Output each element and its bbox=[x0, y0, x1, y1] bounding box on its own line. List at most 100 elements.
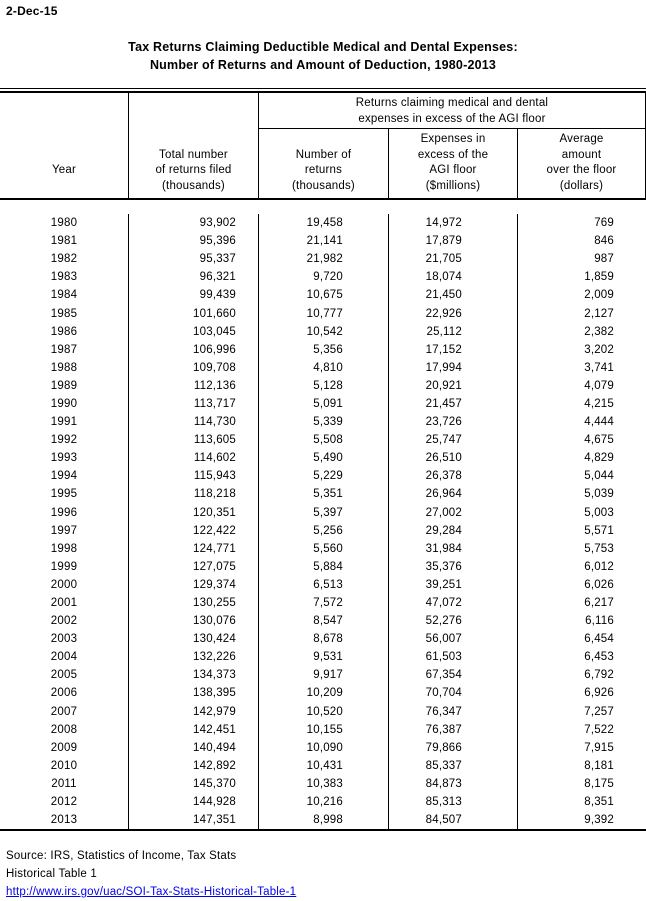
table-row: 1992 113,605 5,508 25,747 4,675 bbox=[0, 431, 646, 450]
cell-total-returns: 134,373 bbox=[128, 666, 258, 685]
cell-average-amount: 6,454 bbox=[517, 630, 646, 649]
data-table: Year Total number of returns filed (thou… bbox=[0, 88, 646, 831]
table-row: 1993 114,602 5,490 26,510 4,829 bbox=[0, 449, 646, 468]
cell-claim-returns: 5,091 bbox=[258, 394, 388, 414]
cell-total-returns: 132,226 bbox=[128, 648, 258, 667]
cell-total-returns: 95,396 bbox=[128, 232, 258, 251]
cell-average-amount: 6,792 bbox=[517, 666, 646, 685]
cell-average-amount: 7,257 bbox=[517, 702, 646, 721]
table-row: 2008 142,451 10,155 76,387 7,522 bbox=[0, 720, 646, 739]
cell-average-amount: 7,915 bbox=[517, 738, 646, 757]
table-row: 1985 101,660 10,777 22,926 2,127 bbox=[0, 304, 646, 323]
cell-average-amount: 6,926 bbox=[517, 684, 646, 703]
cell-average-amount: 2,009 bbox=[517, 286, 646, 305]
cell-excess-expenses: 22,926 bbox=[388, 304, 517, 323]
cell-average-amount: 2,382 bbox=[517, 322, 646, 341]
cell-year: 1992 bbox=[50, 434, 78, 447]
cell-year: 2000 bbox=[50, 578, 78, 591]
footer-link[interactable]: http://www.irs.gov/uac/SOI-Tax-Stats-His… bbox=[6, 886, 297, 898]
cell-total-returns: 144,928 bbox=[128, 793, 258, 812]
cell-claim-returns: 10,777 bbox=[258, 304, 388, 323]
cell-claim-returns: 4,810 bbox=[258, 358, 388, 377]
cell-claim-returns: 8,678 bbox=[258, 630, 388, 649]
cell-excess-expenses: 26,964 bbox=[388, 485, 517, 504]
cell-total-returns: 124,771 bbox=[128, 539, 258, 558]
cell-average-amount: 6,116 bbox=[517, 612, 646, 631]
cell-excess-expenses: 84,507 bbox=[388, 811, 517, 830]
table-row: 1999 127,075 5,884 35,376 6,012 bbox=[0, 557, 646, 576]
cell-claim-returns: 10,542 bbox=[258, 322, 388, 341]
table-row: 1998 124,771 5,560 31,984 5,753 bbox=[0, 539, 646, 558]
cell-excess-expenses: 79,866 bbox=[388, 738, 517, 757]
cell-year: 1994 bbox=[50, 470, 78, 483]
cell-excess-expenses: 21,450 bbox=[388, 286, 517, 305]
cell-excess-expenses: 21,705 bbox=[388, 250, 517, 269]
cell-excess-expenses: 52,276 bbox=[388, 612, 517, 631]
page-title: Tax Returns Claiming Deductible Medical … bbox=[0, 38, 646, 74]
cell-average-amount: 6,453 bbox=[517, 648, 646, 667]
cell-claim-returns: 10,675 bbox=[258, 286, 388, 305]
cell-excess-expenses: 27,002 bbox=[388, 503, 517, 522]
cell-year: 2013 bbox=[50, 814, 78, 827]
column-header-year: Year bbox=[0, 93, 128, 198]
cell-year: 1998 bbox=[50, 542, 78, 555]
table-row: 2009 140,494 10,090 79,866 7,915 bbox=[0, 738, 646, 757]
cell-excess-expenses: 76,387 bbox=[388, 720, 517, 739]
table-row: 2000 129,374 6,513 39,251 6,026 bbox=[0, 575, 646, 594]
cell-year: 2012 bbox=[50, 796, 78, 809]
cell-average-amount: 846 bbox=[517, 232, 646, 251]
cell-average-amount: 3,741 bbox=[517, 358, 646, 377]
cell-excess-expenses: 76,347 bbox=[388, 702, 517, 721]
cell-total-returns: 96,321 bbox=[128, 268, 258, 287]
cell-excess-expenses: 17,152 bbox=[388, 340, 517, 359]
table-row: 1990 113,717 5,091 21,457 4,215 bbox=[0, 394, 646, 414]
cell-excess-expenses: 85,313 bbox=[388, 793, 517, 812]
column-header-year-label: Year bbox=[51, 163, 77, 176]
cell-year: 1987 bbox=[50, 343, 78, 356]
cell-year: 1997 bbox=[50, 524, 78, 537]
cell-excess-expenses: 56,007 bbox=[388, 630, 517, 649]
cell-year: 1988 bbox=[50, 361, 78, 374]
cell-claim-returns: 5,256 bbox=[258, 521, 388, 540]
cell-claim-returns: 10,090 bbox=[258, 738, 388, 757]
cell-claim-returns: 10,155 bbox=[258, 720, 388, 739]
cell-average-amount: 987 bbox=[517, 250, 646, 269]
column-header-number-of-returns: Number of returns (thousands) bbox=[258, 129, 388, 198]
cell-total-returns: 99,439 bbox=[128, 286, 258, 305]
cell-average-amount: 4,215 bbox=[517, 394, 646, 414]
cell-year: 2010 bbox=[50, 759, 78, 772]
cell-claim-returns: 5,339 bbox=[258, 413, 388, 432]
table-row: 2010 142,892 10,431 85,337 8,181 bbox=[0, 756, 646, 775]
cell-total-returns: 113,605 bbox=[128, 431, 258, 450]
table-row: 1989 112,136 5,128 20,921 4,079 bbox=[0, 376, 646, 395]
cell-excess-expenses: 31,984 bbox=[388, 539, 517, 558]
cell-average-amount: 6,217 bbox=[517, 593, 646, 613]
cell-total-returns: 122,422 bbox=[128, 521, 258, 540]
cell-claim-returns: 21,982 bbox=[258, 250, 388, 269]
cell-excess-expenses: 20,921 bbox=[388, 376, 517, 395]
cell-claim-returns: 9,720 bbox=[258, 268, 388, 287]
cell-average-amount: 3,202 bbox=[517, 340, 646, 359]
table-row: 2011 145,370 10,383 84,873 8,175 bbox=[0, 774, 646, 793]
table-row: 1982 95,337 21,982 21,705 987 bbox=[0, 250, 646, 269]
cell-claim-returns: 5,560 bbox=[258, 539, 388, 558]
column-header-average: Average amount over the floor (dollars) bbox=[517, 129, 646, 198]
cell-year: 2004 bbox=[50, 651, 78, 664]
cell-year: 1984 bbox=[50, 289, 78, 302]
cell-claim-returns: 5,884 bbox=[258, 557, 388, 576]
cell-total-returns: 130,424 bbox=[128, 630, 258, 649]
cell-average-amount: 8,351 bbox=[517, 793, 646, 812]
cell-year: 1986 bbox=[50, 325, 78, 338]
cell-year: 2011 bbox=[51, 777, 77, 790]
cell-year: 1993 bbox=[50, 452, 78, 465]
column-header-total-returns: Total number of returns filed (thousands… bbox=[128, 93, 258, 198]
cell-excess-expenses: 25,112 bbox=[388, 322, 517, 341]
cell-excess-expenses: 17,879 bbox=[388, 232, 517, 251]
date-label: 2-Dec-15 bbox=[6, 4, 58, 18]
cell-excess-expenses: 25,747 bbox=[388, 431, 517, 450]
table-row: 1997 122,422 5,256 29,284 5,571 bbox=[0, 521, 646, 540]
cell-total-returns: 113,717 bbox=[128, 394, 258, 414]
cell-average-amount: 2,127 bbox=[517, 304, 646, 323]
cell-excess-expenses: 17,994 bbox=[388, 358, 517, 377]
cell-claim-returns: 8,998 bbox=[258, 811, 388, 830]
